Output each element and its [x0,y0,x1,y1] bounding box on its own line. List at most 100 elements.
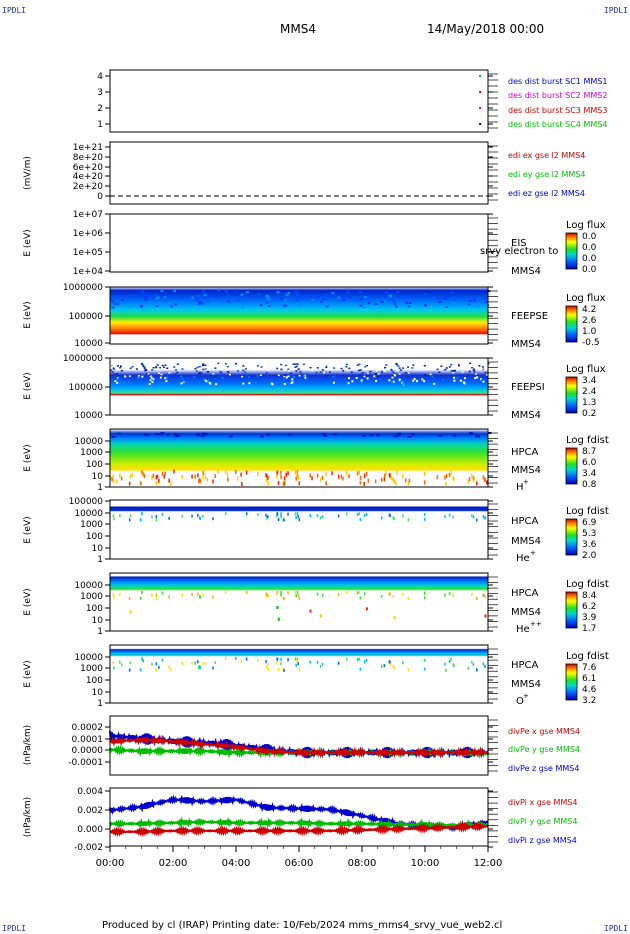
spectrogram-pixel [259,435,264,438]
spectrogram-pixel [358,470,360,475]
spectrogram-pixel [384,473,386,478]
spectrogram-pixel [404,372,407,374]
ytick-label: 10 [92,688,104,698]
spectrogram-pixel [323,372,326,374]
spectrogram-pixel [112,514,115,518]
spectrogram-pixel [397,432,402,435]
spectrogram-pixel [265,295,269,298]
spectrogram-pixel [214,661,216,665]
spectrogram-pixel [298,375,301,377]
ytick-label: 1e+05 [73,248,103,258]
spectrogram-pixel [116,365,119,367]
spectrogram-pixel [390,662,392,666]
spectrogram-pixel [359,475,362,480]
spectrogram-pixel [285,472,288,477]
colorbar-scale [565,518,578,556]
spectrogram-pixel [191,367,194,370]
legend-entry: divPe y gse MMS4 [508,745,580,754]
spectrogram-pixel [277,480,280,485]
spectrogram-pixel [396,370,399,372]
spectrogram-pixel [116,381,119,384]
spectrogram-pixel [129,367,132,370]
spectrogram-pixel [472,515,475,519]
spectrogram-pixel [257,365,259,367]
spectrogram-pixel [359,381,362,384]
spectrogram-pixel [158,665,160,669]
spectrogram-pixel [429,373,432,376]
spectrogram-pixel [283,377,286,380]
spectrogram-pixel [280,657,282,661]
spectrogram-pixel [423,591,426,595]
spectrogram-pixel [111,365,114,368]
spectrogram-pixel [468,477,471,482]
spectrogram-pixel [265,371,268,374]
spectrogram-pixel [195,299,199,302]
spectrogram-pixel [337,593,340,597]
spectrogram-pixel [392,594,394,598]
corner-tag-top-left: IPDLI [2,6,27,15]
spectrogram-pixel [340,474,343,479]
spectrogram-pixel [481,366,484,368]
ytick-label: 100 [86,676,103,686]
burst-mark [479,75,482,77]
spectrogram-pixel [235,290,238,293]
spectrogram-pixel [282,667,284,671]
spectrogram-pixel [424,517,426,521]
spectrogram-pixel [355,377,358,379]
spectrogram-pixel [155,368,158,371]
ytick-label: 8e+20 [73,153,104,163]
spectrogram-pixel [113,666,115,670]
spectrogram-pixel [482,380,485,383]
spectrogram-pixel [356,658,359,662]
spectrogram-pixel [309,295,313,298]
panel-feepsi: 10000 100000 1000000 E (eV) FEEPSI MMS4 Log … [23,354,606,421]
spectrogram-pixel [155,514,158,518]
spectrogram-pixel [348,377,350,380]
spectrogram-pixel [452,298,456,301]
spectrogram-pixel [236,370,239,372]
panel-feepsi-yaxis: 10000 100000 1000000 E (eV) [23,354,498,421]
spectrogram-pixel [204,296,208,299]
ytick-label: 0.000 [77,825,103,835]
spectrogram-pixel [145,433,149,436]
spectrogram-pixel [240,293,244,296]
panel-oplus-labels: HPCA MMS4 O + [511,660,541,707]
spectrogram-pixel [282,480,284,485]
spectrogram-pixel [284,292,288,295]
spectrogram-pixel [366,377,369,380]
spectrogram-pixel [321,662,324,666]
spectrogram-pixel [423,513,426,516]
spectrogram-pixel [259,374,262,376]
ytick-label: 4e+20 [73,172,104,182]
spectrogram-pixel [476,376,479,379]
spectrogram-pixel [265,516,268,520]
spectrogram-pixel [149,379,152,382]
spectrogram-pixel [294,366,297,368]
species-charge: + [523,692,529,700]
spectrogram-pixel [141,291,145,293]
spectrogram-pixel [168,665,170,669]
spectrogram-pixel [140,668,142,672]
spectrogram-pixel [295,594,297,598]
spectrogram-pixel [242,369,245,372]
ylabel: E (eV) [23,516,33,543]
spectrogram-pixel [119,295,123,298]
spectrogram-pixel [161,591,164,595]
spectrogram-pixel [456,376,459,379]
colorbar-tick: 8.4 [582,591,597,601]
spectrogram-pixel [151,515,153,519]
spectrogram-pixel [276,296,280,299]
ytick-label: 100000 [69,312,104,322]
spectrogram-pixel [224,512,227,515]
spectrogram-pixel [287,471,289,476]
spectrogram-pixel [364,296,367,298]
spectrogram-pixel [193,376,196,379]
spectrogram-pixel [112,368,115,370]
spectrogram-pixel [469,431,474,434]
panel-divpe-frame [109,715,489,776]
spectrogram-pixel [217,289,221,292]
spectrogram-pixel [181,377,184,380]
spectrogram-pixel [280,593,282,597]
spectrogram-pixel [321,298,325,301]
spectrogram-pixel [358,369,360,372]
